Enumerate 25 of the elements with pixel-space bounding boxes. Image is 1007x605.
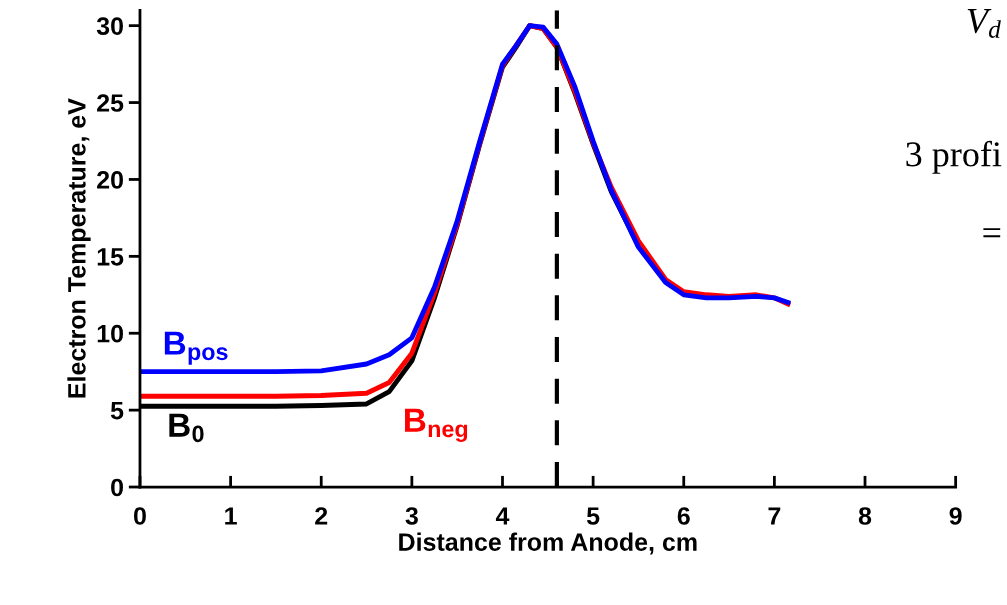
annotation: 3 profi [906,140,1002,174]
y-tick-label: 5 [110,401,124,420]
series-label: B$_{pos}$ [164,331,228,365]
y-tick-label: 20 [97,171,123,189]
x-tick-label: 2 [315,507,328,525]
y-tick-label: 0 [111,478,123,497]
y-tick-label: 30 [96,17,123,35]
series-label: B$_{0}$ [169,413,204,443]
x-tick-label: 9 [949,507,962,525]
y-tick-label: 10 [97,324,123,343]
x-tick-label: 6 [677,507,690,525]
series-label: B$_{neg}$ [405,408,468,442]
text: V$_{d}$ [967,9,1001,38]
x-tick-label: 1 [225,507,237,525]
x-tick-label: 0 [134,507,146,525]
x-tick-label: 4 [495,507,510,525]
y-tick-label: 15 [97,248,124,266]
x-axis-title: Distance from Anode, cm [399,532,697,555]
y-axis-title: Electron Temperature, eV [67,98,91,398]
x-tick-label: 7 [768,507,781,525]
y-tick-label: 25 [97,94,124,112]
x-tick-label: 3 [405,507,418,525]
text: = [983,228,1001,238]
x-tick-label: 8 [858,507,872,525]
x-tick-label: 5 [586,507,600,525]
